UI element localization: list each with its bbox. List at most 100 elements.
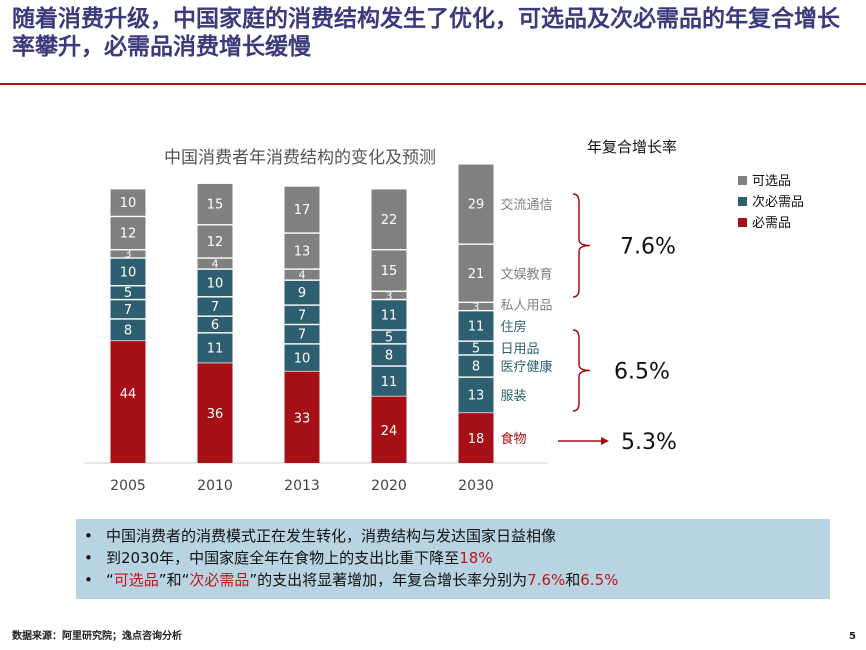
summary-bullets: • 中国消费者的消费模式正在发生转化，消费结构与发达国家日益相像 • 到2030年，中… bbox=[76, 519, 830, 599]
bar-segment bbox=[110, 250, 146, 258]
data-label: 7 bbox=[298, 308, 306, 323]
series-label: 食物 bbox=[501, 431, 527, 447]
bracket-discretionary bbox=[572, 193, 591, 298]
bar-segment bbox=[371, 189, 407, 250]
bar-segment bbox=[284, 280, 320, 305]
data-label: 3 bbox=[473, 300, 480, 313]
bar-segment bbox=[197, 225, 233, 258]
bullet-highlight-text: 次必需品 bbox=[189, 571, 250, 589]
data-label: 10 bbox=[120, 196, 137, 211]
bar-segment bbox=[371, 396, 407, 463]
bar-segment bbox=[284, 269, 320, 280]
x-tick-label: 2013 bbox=[284, 478, 320, 494]
bar-segment bbox=[110, 286, 146, 299]
bar-segment bbox=[110, 300, 146, 319]
data-label: 4 bbox=[299, 268, 306, 281]
bar-segment bbox=[284, 325, 320, 344]
x-tick-label: 2020 bbox=[371, 478, 407, 494]
bar-segment bbox=[284, 305, 320, 324]
cagr-value: 6.5% bbox=[614, 360, 670, 385]
x-tick-label: 2005 bbox=[110, 478, 146, 494]
bullet-highlight-text: 6.5% bbox=[580, 571, 619, 589]
data-label: 22 bbox=[381, 213, 398, 228]
data-label: 18 bbox=[468, 432, 485, 447]
bullet-item: • 到2030年，中国家庭全年在食物上的支出比重下降至18% bbox=[84, 547, 830, 569]
bullet-highlight-text: 7.6% bbox=[527, 571, 566, 589]
bar-segment bbox=[458, 164, 494, 244]
data-label: 8 bbox=[124, 324, 132, 339]
bar-segment bbox=[284, 371, 320, 463]
data-label: 11 bbox=[468, 319, 485, 334]
bar-segment bbox=[110, 341, 146, 463]
data-label: 3 bbox=[386, 289, 393, 302]
bar-segment bbox=[371, 250, 407, 291]
bullet-dot: • bbox=[84, 527, 93, 545]
bar-segment bbox=[110, 319, 146, 341]
data-label: 15 bbox=[207, 198, 224, 213]
data-label: 29 bbox=[468, 198, 485, 213]
data-label: 6 bbox=[211, 318, 219, 333]
bar-segment bbox=[371, 291, 407, 299]
series-label: 服装 bbox=[501, 389, 527, 404]
data-label: 3 bbox=[125, 248, 132, 261]
bar-segment bbox=[458, 311, 494, 341]
bar-segment bbox=[110, 217, 146, 250]
slide-title: 随着消费升级，中国家庭的消费结构发生了优化，可选品及次必需品的年复合增长率攀升，… bbox=[12, 6, 840, 60]
data-label: 17 bbox=[294, 203, 311, 218]
cagr-title: 年复合增长率 bbox=[587, 138, 677, 156]
cagr-value: 7.6% bbox=[620, 235, 676, 260]
data-label: 24 bbox=[381, 424, 398, 439]
data-label: 7 bbox=[124, 303, 132, 318]
bullet-item: • 中国消费者的消费模式正在发生转化，消费结构与发达国家日益相像 bbox=[84, 525, 830, 547]
data-label: 44 bbox=[120, 387, 137, 402]
legend-swatch bbox=[738, 218, 747, 227]
series-label: 文娱教育 bbox=[501, 266, 553, 282]
data-label: 7 bbox=[211, 300, 219, 315]
series-labels-layer: 4487510312102005361167104121520103310779… bbox=[110, 196, 552, 494]
bar-segment bbox=[197, 363, 233, 463]
bullet-text: 和 bbox=[565, 571, 581, 589]
data-label: 21 bbox=[468, 267, 485, 282]
data-label: 8 bbox=[385, 349, 393, 364]
legend-swatch bbox=[738, 176, 747, 185]
bars-layer bbox=[110, 164, 494, 463]
data-label: 13 bbox=[294, 245, 311, 260]
bar-segment bbox=[458, 341, 494, 355]
data-label: 15 bbox=[381, 264, 398, 279]
legend-label: 可选品 bbox=[752, 174, 791, 189]
cagr-value: 5.3% bbox=[621, 430, 677, 455]
bullet-text: ”的支出将显著增加，年复合增长率分别为 bbox=[249, 571, 528, 589]
bullet-dot: • bbox=[84, 571, 93, 589]
series-label: 交流通信 bbox=[501, 197, 553, 213]
data-label: 5 bbox=[385, 331, 393, 346]
data-label: 7 bbox=[298, 328, 306, 343]
legend-label: 次必需品 bbox=[752, 194, 804, 210]
bar-segment bbox=[458, 244, 494, 302]
bar-segment bbox=[284, 233, 320, 269]
bullet-text: “ bbox=[106, 571, 114, 589]
bullet-text: ”和“ bbox=[158, 571, 190, 589]
chart-title: 中国消费者年消费结构的变化及预测 bbox=[164, 148, 436, 168]
x-tick-label: 2030 bbox=[458, 478, 494, 494]
data-label: 5 bbox=[124, 286, 132, 301]
data-label: 10 bbox=[294, 351, 311, 366]
bar-segment bbox=[110, 258, 146, 286]
bar-segment bbox=[197, 333, 233, 363]
series-label: 医疗健康 bbox=[501, 359, 553, 375]
cagr-annotations: 7.6% 6.5% 5.3% bbox=[558, 193, 677, 455]
data-label: 36 bbox=[207, 407, 224, 422]
data-label: 11 bbox=[381, 308, 398, 323]
bar-segment bbox=[284, 186, 320, 233]
data-label: 8 bbox=[472, 360, 480, 375]
bullet-dot: • bbox=[84, 549, 93, 567]
bar-segment bbox=[110, 189, 146, 216]
arrow-head bbox=[601, 437, 609, 445]
bar-segment bbox=[371, 330, 407, 344]
bullet-item: • “可选品”和“次必需品”的支出将显著增加，年复合增长率分别为7.6%和6.5% bbox=[84, 569, 830, 591]
series-label: 私人用品 bbox=[501, 298, 553, 313]
data-label: 11 bbox=[207, 342, 224, 357]
data-label: 11 bbox=[381, 375, 398, 390]
bar-segment bbox=[284, 344, 320, 371]
bullet-highlight-text: 可选品 bbox=[113, 571, 159, 589]
